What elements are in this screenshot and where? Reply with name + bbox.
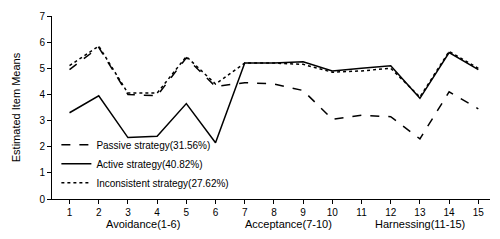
svg-text:13: 13 [414,207,426,218]
svg-text:6: 6 [213,207,219,218]
svg-text:6: 6 [39,37,45,48]
svg-text:3: 3 [125,207,131,218]
svg-text:Active strategy(40.82%): Active strategy(40.82%) [96,159,202,170]
svg-text:9: 9 [300,207,306,218]
svg-text:5: 5 [184,207,190,218]
svg-text:2: 2 [39,141,45,152]
svg-text:Estimated Item Means: Estimated Item Means [10,52,22,162]
svg-text:Acceptance(7-10): Acceptance(7-10) [245,218,332,230]
svg-text:8: 8 [271,207,277,218]
svg-text:4: 4 [39,89,45,100]
svg-text:Passive strategy(31.56%): Passive strategy(31.56%) [96,140,210,151]
svg-text:1: 1 [67,207,73,218]
svg-text:7: 7 [242,207,248,218]
svg-text:3: 3 [39,115,45,126]
svg-text:15: 15 [473,207,485,218]
svg-text:4: 4 [154,207,160,218]
svg-text:Harnessing(11-15): Harnessing(11-15) [375,218,465,230]
svg-text:14: 14 [444,207,456,218]
svg-text:Avoidance(1-6): Avoidance(1-6) [106,218,180,230]
svg-text:12: 12 [385,207,397,218]
svg-text:0: 0 [39,194,45,205]
svg-text:2: 2 [96,207,102,218]
svg-text:11: 11 [356,207,367,218]
svg-text:5: 5 [39,63,45,74]
svg-text:Inconsistent strategy(27.62%): Inconsistent strategy(27.62%) [96,178,228,189]
svg-text:1: 1 [39,167,45,178]
svg-text:10: 10 [327,207,339,218]
svg-text:7: 7 [39,11,45,22]
